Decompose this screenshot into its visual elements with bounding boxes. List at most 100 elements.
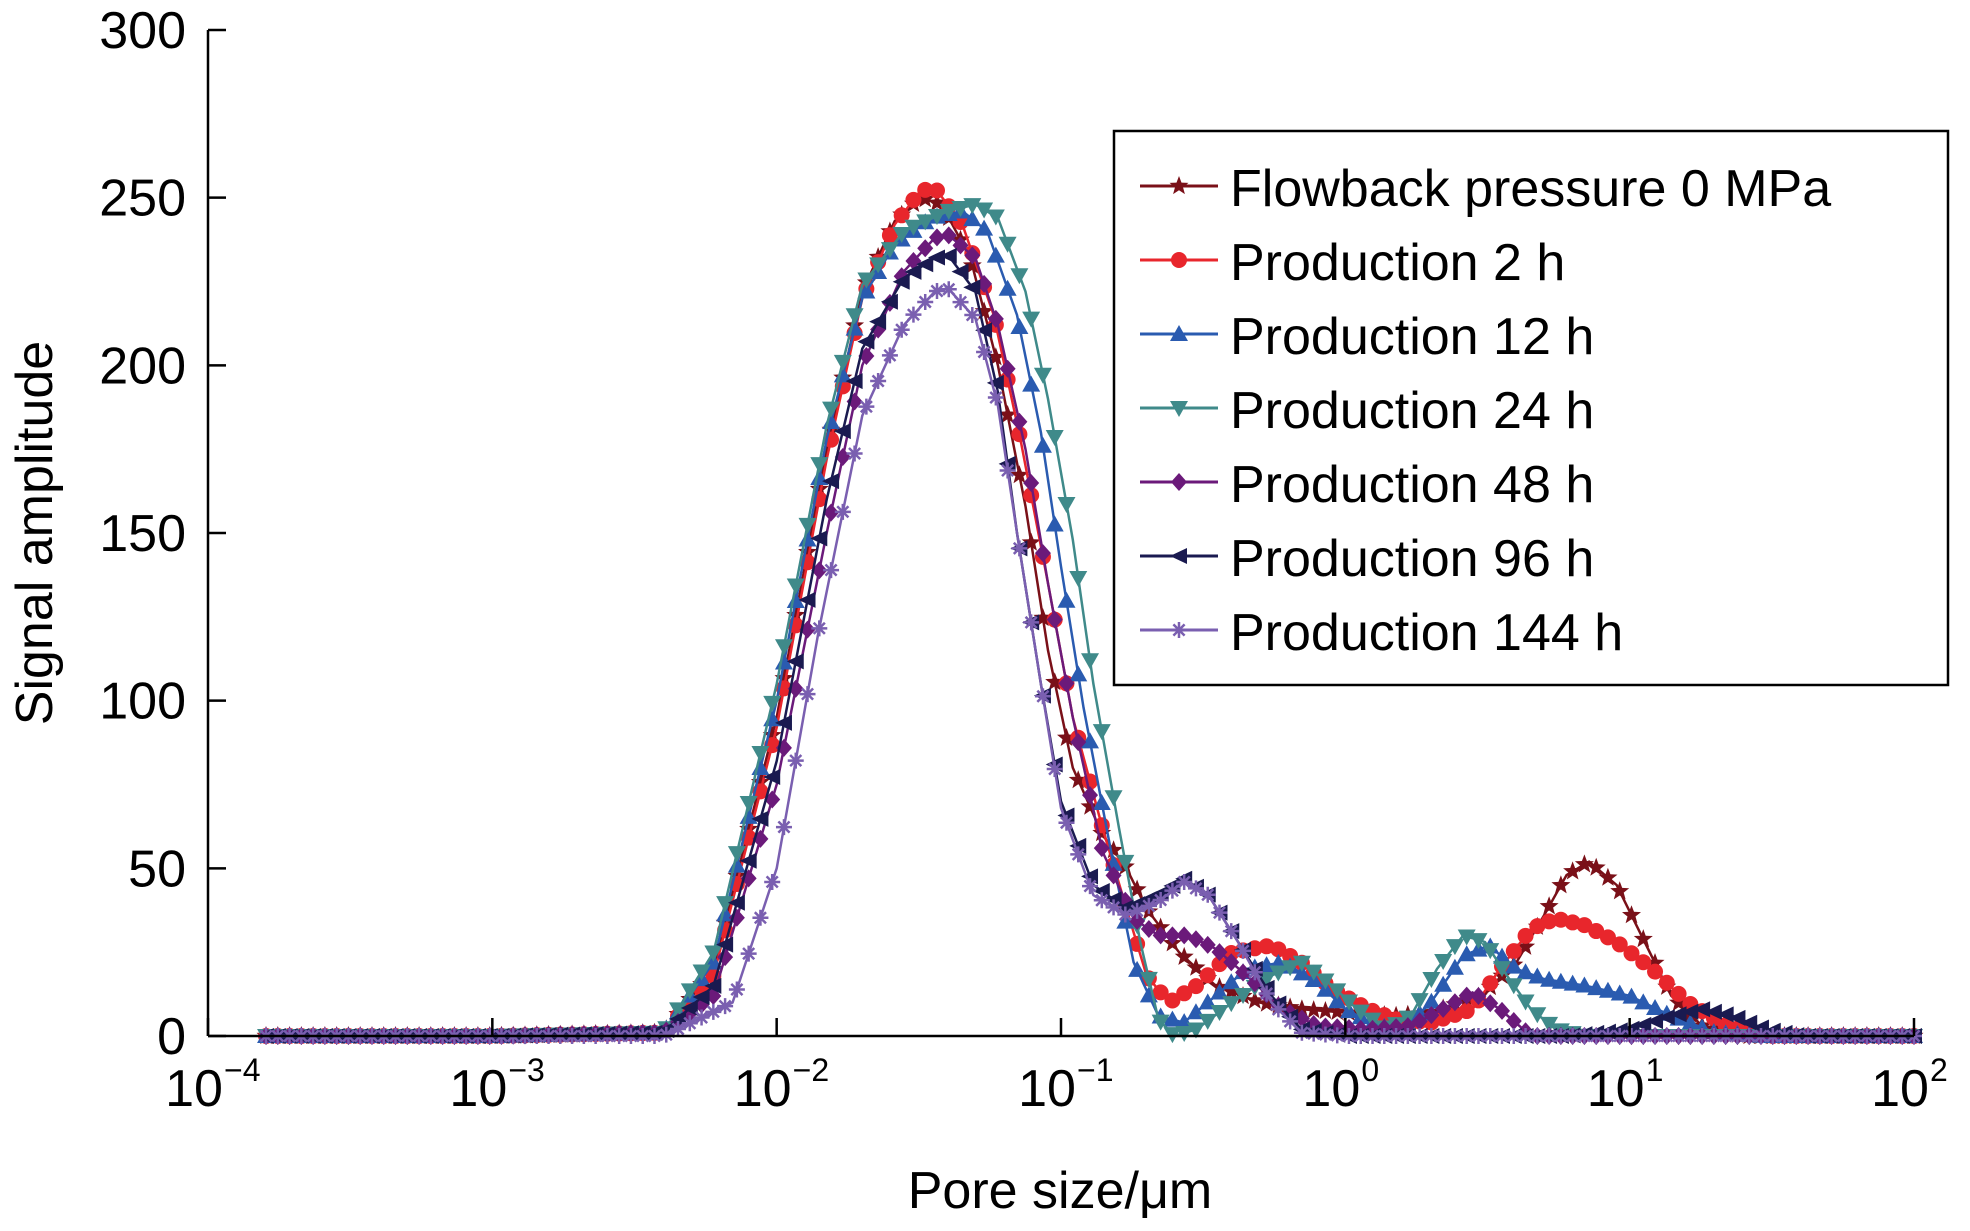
x-tick-base: 10 [1587, 1060, 1645, 1118]
data-point [1728, 1009, 1746, 1026]
data-point [905, 306, 922, 323]
data-point [810, 457, 829, 474]
data-point [1576, 917, 1593, 934]
data-point [823, 503, 840, 522]
data-point [774, 714, 792, 731]
data-point [1516, 994, 1535, 1011]
data-point [764, 873, 781, 890]
data-point [927, 192, 947, 211]
data-point [787, 752, 804, 769]
data-point [1282, 1013, 1299, 1030]
data-point [986, 246, 1005, 263]
data-point [1199, 886, 1216, 903]
data-point [917, 181, 934, 198]
legend-label: Production 12 h [1230, 308, 1594, 366]
data-point [1246, 964, 1263, 981]
data-point [893, 321, 910, 338]
data-point [1505, 943, 1522, 960]
data-point [1104, 840, 1124, 859]
data-point [975, 219, 994, 236]
legend-item: Flowback pressure 0 MPa [1140, 160, 1831, 218]
data-point [1328, 992, 1347, 1009]
legend-marker [1171, 252, 1187, 268]
data-point [1116, 854, 1135, 871]
legend-item: Production 2 h [1140, 234, 1565, 292]
data-point [1516, 963, 1535, 980]
data-point [739, 852, 757, 869]
data-point [1058, 814, 1075, 831]
data-point [1093, 839, 1110, 858]
data-point [1645, 953, 1665, 972]
data-point [1010, 317, 1029, 334]
data-point [1539, 896, 1559, 915]
data-point [1198, 1013, 1217, 1030]
data-point [1681, 1014, 1700, 1031]
data-point [951, 263, 969, 280]
data-point [1541, 913, 1558, 930]
data-point [1528, 1007, 1547, 1024]
data-point [715, 913, 735, 932]
data-point [1176, 874, 1193, 891]
data-point [1422, 992, 1441, 1009]
data-point [786, 653, 804, 670]
x-tick-base: 10 [734, 1060, 792, 1118]
data-point [1670, 985, 1687, 1002]
data-point [1622, 987, 1641, 1004]
data-point [669, 1002, 688, 1019]
data-point [1221, 981, 1241, 1000]
data-point [1317, 1026, 1334, 1043]
data-point [905, 252, 922, 271]
data-point [1140, 897, 1157, 914]
data-point [822, 473, 840, 490]
data-point [1270, 941, 1287, 958]
legend-label: Production 96 h [1230, 530, 1594, 588]
y-tick-label: 0 [157, 1008, 186, 1066]
x-tick-base: 10 [165, 1060, 223, 1118]
data-point [680, 983, 699, 1000]
data-point [1223, 923, 1240, 940]
data-point [1610, 984, 1629, 1001]
data-point [1270, 1001, 1287, 1018]
data-point [811, 561, 828, 580]
data-point [774, 639, 793, 656]
data-point [692, 964, 711, 981]
data-point [716, 896, 735, 913]
data-point [1481, 943, 1500, 960]
data-point [658, 1026, 675, 1043]
data-point [1470, 987, 1487, 1006]
x-axis-title: Pore size/μm [908, 1162, 1212, 1220]
data-point [786, 578, 805, 595]
data-point [1446, 993, 1463, 1012]
legend-item: Production 48 h [1140, 456, 1594, 514]
data-point [1210, 983, 1229, 1000]
x-tick-exponent: 0 [1361, 1052, 1379, 1088]
data-point [1282, 947, 1299, 964]
data-point [1058, 674, 1075, 693]
data-point [1011, 540, 1028, 557]
data-point [775, 819, 792, 836]
data-point [986, 374, 1004, 391]
data-point [1023, 474, 1040, 493]
data-point [833, 423, 851, 440]
data-point [845, 308, 864, 325]
data-point [1339, 994, 1358, 1011]
data-point [962, 255, 982, 274]
data-point [1092, 794, 1111, 811]
data-point [1575, 976, 1594, 993]
data-point [1647, 963, 1664, 980]
data-point [1045, 430, 1064, 447]
data-point [1117, 906, 1134, 923]
data-point [1540, 970, 1559, 987]
legend-item: Production 12 h [1140, 308, 1594, 366]
legend-label: Production 144 h [1230, 604, 1623, 662]
data-point [1610, 881, 1630, 900]
data-point [1009, 465, 1029, 484]
data-point [762, 725, 782, 744]
data-point [975, 322, 993, 339]
data-point [1292, 964, 1311, 981]
x-tick-label: 10 1 [1587, 1052, 1664, 1118]
data-point [823, 562, 840, 579]
data-point [1622, 905, 1641, 924]
data-point [1716, 1006, 1734, 1023]
